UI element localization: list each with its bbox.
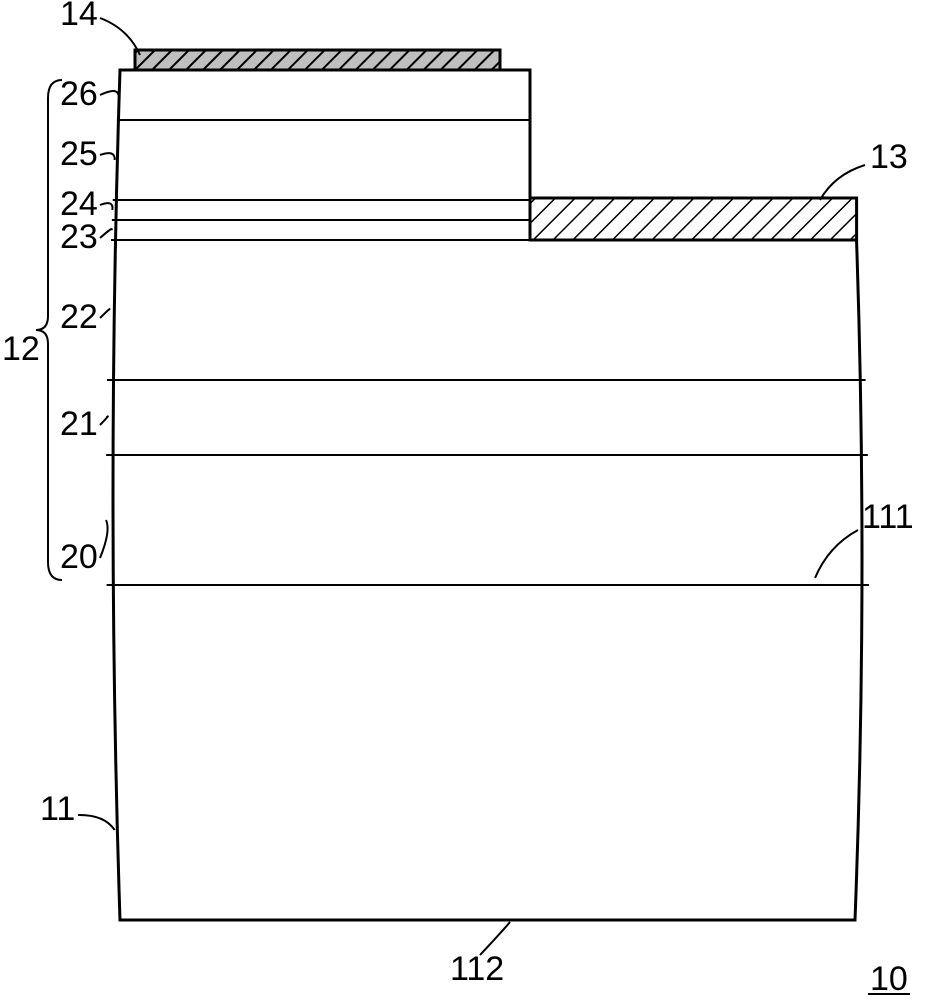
label-26: 26	[60, 75, 98, 113]
leader-11	[78, 815, 115, 830]
label-10: 10	[870, 960, 908, 998]
label-14: 14	[60, 0, 98, 33]
layer-13	[530, 198, 857, 240]
label-12: 12	[2, 330, 40, 368]
cross-section-figure: 142625132423221221111201111210	[0, 0, 930, 1000]
layer-14	[135, 50, 500, 70]
label-25: 25	[60, 135, 98, 173]
leader-20	[100, 520, 108, 558]
label-20: 20	[60, 538, 98, 576]
label-21: 21	[60, 405, 98, 443]
label-11: 11	[40, 790, 75, 828]
label-13: 13	[870, 138, 908, 176]
label-112: 112	[450, 950, 504, 988]
leader-25	[100, 153, 115, 160]
label-22: 22	[60, 298, 98, 336]
leader-24	[100, 203, 113, 210]
label-23: 23	[60, 218, 98, 256]
label-111: 111	[862, 498, 914, 536]
leader-22	[100, 309, 109, 318]
leader-23	[100, 229, 112, 238]
leader-26	[100, 91, 118, 95]
brace-12	[36, 80, 62, 580]
leader-21	[100, 416, 108, 425]
leader-13	[820, 165, 865, 200]
